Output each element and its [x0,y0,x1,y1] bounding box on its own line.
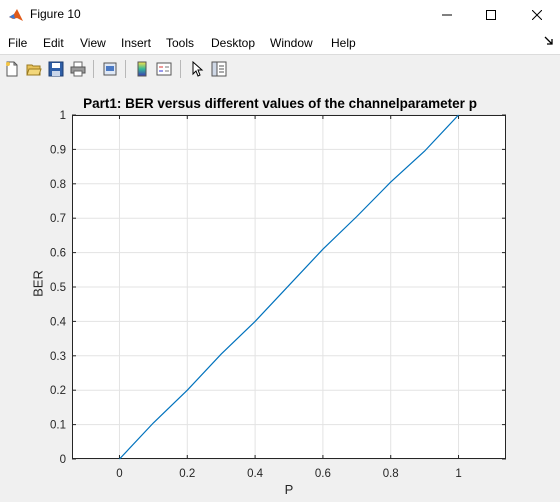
open-file-icon [26,64,42,76]
dock-figure-icon[interactable] [544,36,554,46]
toolbar-separator [180,60,181,78]
property-inspector-button[interactable] [209,59,229,79]
menu-insert[interactable]: Insert [121,36,152,50]
close-icon [532,10,542,20]
menu-bar: File Edit View Insert Tools Desktop Wind… [0,30,560,54]
menu-view[interactable]: View [80,36,106,50]
new-figure-icon [6,61,18,77]
insert-colorbar-icon [137,61,147,77]
figure-toolbar [0,54,560,84]
print-preview-button[interactable] [100,59,120,79]
print-preview-icon [103,62,117,76]
insert-legend-icon [156,62,172,76]
menu-window[interactable]: Window [270,36,313,50]
property-inspector-icon [211,61,227,77]
menu-edit[interactable]: Edit [43,36,64,50]
print-button[interactable] [68,59,88,79]
menu-help[interactable]: Help [331,36,356,50]
insert-colorbar-button[interactable] [132,59,152,79]
toolbar-separator [93,60,94,78]
edit-plot-button[interactable] [187,59,207,79]
new-figure-button[interactable] [2,59,22,79]
open-file-button[interactable] [24,59,44,79]
close-button[interactable] [514,0,560,30]
matlab-logo-icon [9,9,23,21]
window-title: Figure 10 [30,7,81,21]
save-button[interactable] [46,59,66,79]
menu-desktop[interactable]: Desktop [211,36,256,50]
y-axis-label: BER [30,270,46,297]
menu-file[interactable]: File [8,36,28,50]
save-icon [48,61,64,77]
chart-title: Part1: BER versus different values of th… [83,96,477,111]
toolbar-separator [125,60,126,78]
plot-axes[interactable] [72,115,506,459]
maximize-icon [486,10,496,20]
x-axis-label: P [284,482,294,497]
edit-plot-arrow-icon [192,61,204,77]
minimize-button[interactable] [424,0,470,30]
insert-legend-button[interactable] [154,59,174,79]
menu-tools[interactable]: Tools [166,36,195,50]
window-titlebar: Figure 10 [0,0,560,30]
print-icon [70,61,86,77]
maximize-button[interactable] [468,0,514,30]
minimize-icon [442,14,452,16]
